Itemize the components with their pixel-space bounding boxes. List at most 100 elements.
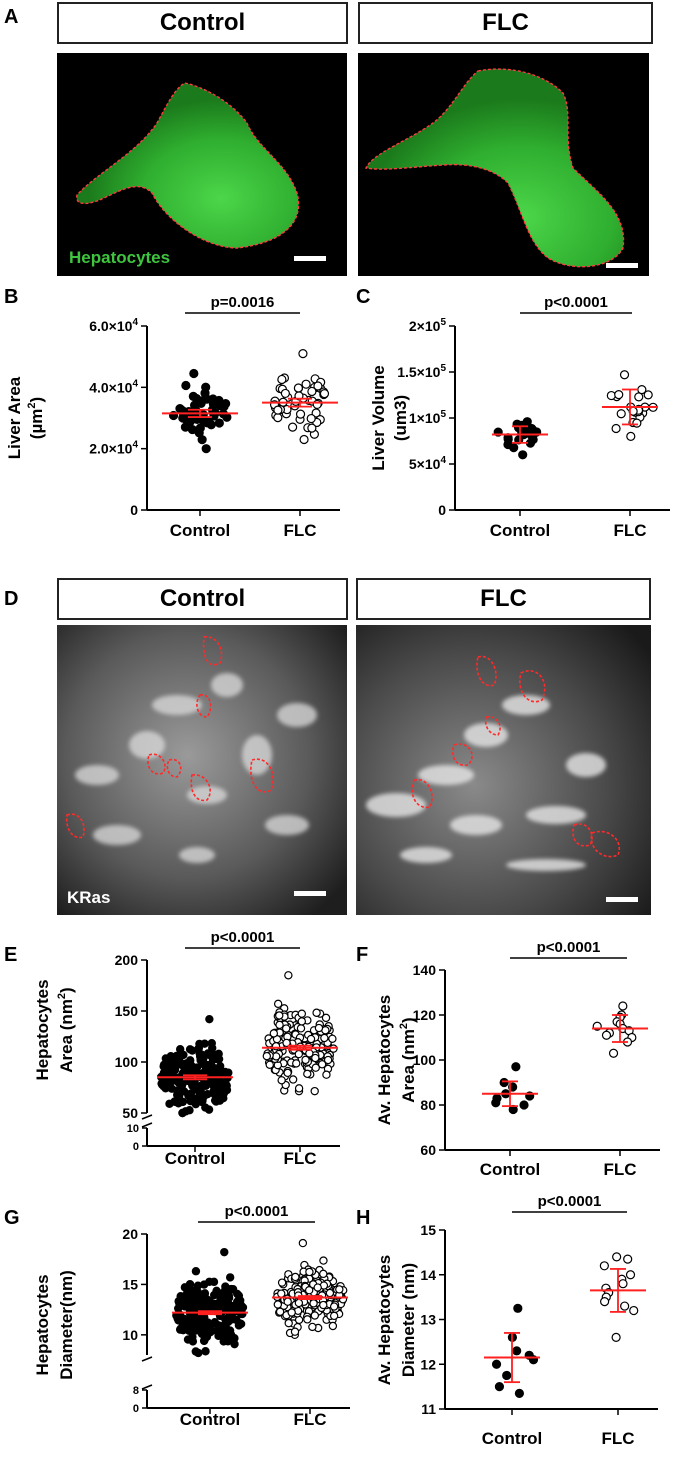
panel-letter-b: B	[4, 286, 19, 308]
data-point	[220, 1247, 229, 1257]
data-point	[307, 386, 317, 397]
data-point	[616, 409, 626, 419]
y-tick-label: 200	[115, 952, 139, 968]
data-point	[166, 1052, 176, 1061]
y-axis-label-line2: Area (nm2)	[56, 987, 76, 1072]
data-point	[599, 1261, 609, 1271]
data-point	[514, 1388, 525, 1398]
y-tick-label: 150	[115, 1003, 139, 1019]
p-value: p=0.0016	[211, 294, 275, 311]
y-axis-label-line2: Area (nm2)	[398, 1017, 418, 1102]
y-tick-label: 0	[130, 502, 138, 518]
data-point	[491, 1098, 501, 1108]
data-point	[190, 1295, 199, 1305]
data-point	[269, 1029, 279, 1038]
y-tick-label: 10	[127, 1123, 139, 1135]
data-point	[262, 1051, 272, 1061]
axis-break	[141, 1356, 153, 1362]
data-point	[310, 1311, 320, 1320]
data-point	[197, 435, 207, 445]
data-point	[301, 1055, 310, 1065]
data-point	[298, 349, 308, 359]
header-control-a: Control	[57, 2, 348, 44]
y-axis-label-text: )	[27, 397, 46, 403]
chart-c: 0 5×104 1×105 1.5×105 2×105 Liver Volume (um3)…	[369, 294, 670, 540]
x-category-label: Control	[480, 1160, 540, 1179]
y-axis-label: Hepatocytes	[33, 979, 52, 1080]
data-point	[277, 1278, 287, 1287]
y-tick-exponent: 5	[440, 409, 446, 420]
data-point	[612, 1252, 622, 1262]
data-point	[186, 1056, 195, 1065]
panel-letter-h: H	[356, 1207, 371, 1229]
data-point	[310, 1086, 319, 1096]
y-tick-exponent: 5	[440, 363, 446, 374]
data-point	[211, 1087, 220, 1096]
data-point	[208, 1062, 217, 1072]
y-tick-label: 20	[122, 1226, 138, 1242]
data-point	[319, 1256, 328, 1265]
data-point	[491, 1359, 502, 1369]
y-tick-exponent: 5	[440, 317, 446, 328]
data-point	[637, 385, 647, 395]
y-tick-label: 5×104	[409, 455, 447, 472]
data-point	[298, 1238, 308, 1248]
data-point	[214, 418, 224, 428]
y-tick-label: 13	[420, 1312, 436, 1328]
y-axis-label-text: Diameter(nm)	[57, 1270, 76, 1380]
y-axis-label-text: )	[399, 1017, 418, 1023]
y-axis-label: Liver Area	[5, 376, 24, 459]
data-point	[189, 368, 199, 379]
data-point	[199, 1060, 208, 1069]
kras-label: KRas	[67, 888, 110, 907]
y-axis-label-sup: 2	[56, 993, 68, 999]
data-point	[288, 1075, 298, 1084]
data-point	[303, 1315, 312, 1324]
data-point	[306, 413, 316, 424]
data-point	[183, 1287, 192, 1296]
data-point	[218, 1296, 228, 1305]
data-point	[197, 1080, 207, 1090]
data-point	[335, 1285, 344, 1294]
data-point	[619, 370, 630, 380]
data-point	[181, 1107, 190, 1116]
data-point	[313, 381, 323, 391]
data-point	[208, 1055, 218, 1065]
panel-letter-f: F	[356, 944, 369, 966]
y-tick-label: 0	[438, 502, 446, 518]
data-point	[201, 1347, 210, 1356]
data-point	[618, 1279, 628, 1289]
data-point	[185, 1045, 195, 1054]
data-point	[215, 1096, 225, 1105]
kras-control-graphic: KRas	[57, 625, 347, 915]
y-axis-label-text: (um3)	[391, 395, 410, 441]
data-point	[208, 394, 218, 404]
data-point	[180, 1302, 189, 1311]
y-tick-label: 100	[115, 1054, 139, 1070]
data-point	[320, 1033, 329, 1043]
data-point	[323, 1055, 333, 1065]
x-category-label: FLC	[283, 521, 316, 540]
data-point	[509, 443, 519, 453]
x-category-label: FLC	[603, 1160, 636, 1179]
data-point	[226, 1330, 236, 1339]
y-axis-label-line2: (µm2)	[26, 397, 46, 439]
x-category-label: Control	[180, 1410, 240, 1429]
chart-h: 11 12 13 14 15 Av. Hepatocytes Diameter (nm) Co…	[375, 1193, 658, 1448]
data-point	[233, 1301, 242, 1311]
y-axis-label-line2: (um3)	[391, 395, 410, 441]
x-category-label: Control	[170, 521, 230, 540]
data-point	[236, 1319, 246, 1329]
panel-letter-e: E	[4, 944, 18, 966]
data-point	[511, 1062, 521, 1072]
data-point	[284, 971, 293, 980]
data-point	[198, 1096, 207, 1105]
y-tick-exponent: 4	[132, 317, 138, 328]
p-value: p<0.0001	[211, 929, 275, 946]
data-point	[165, 1064, 174, 1074]
panel-letter-c: C	[356, 286, 371, 308]
data-point	[181, 380, 191, 391]
p-value: p<0.0001	[537, 939, 601, 956]
y-tick-label: 14	[420, 1267, 436, 1283]
data-point	[179, 1050, 188, 1060]
